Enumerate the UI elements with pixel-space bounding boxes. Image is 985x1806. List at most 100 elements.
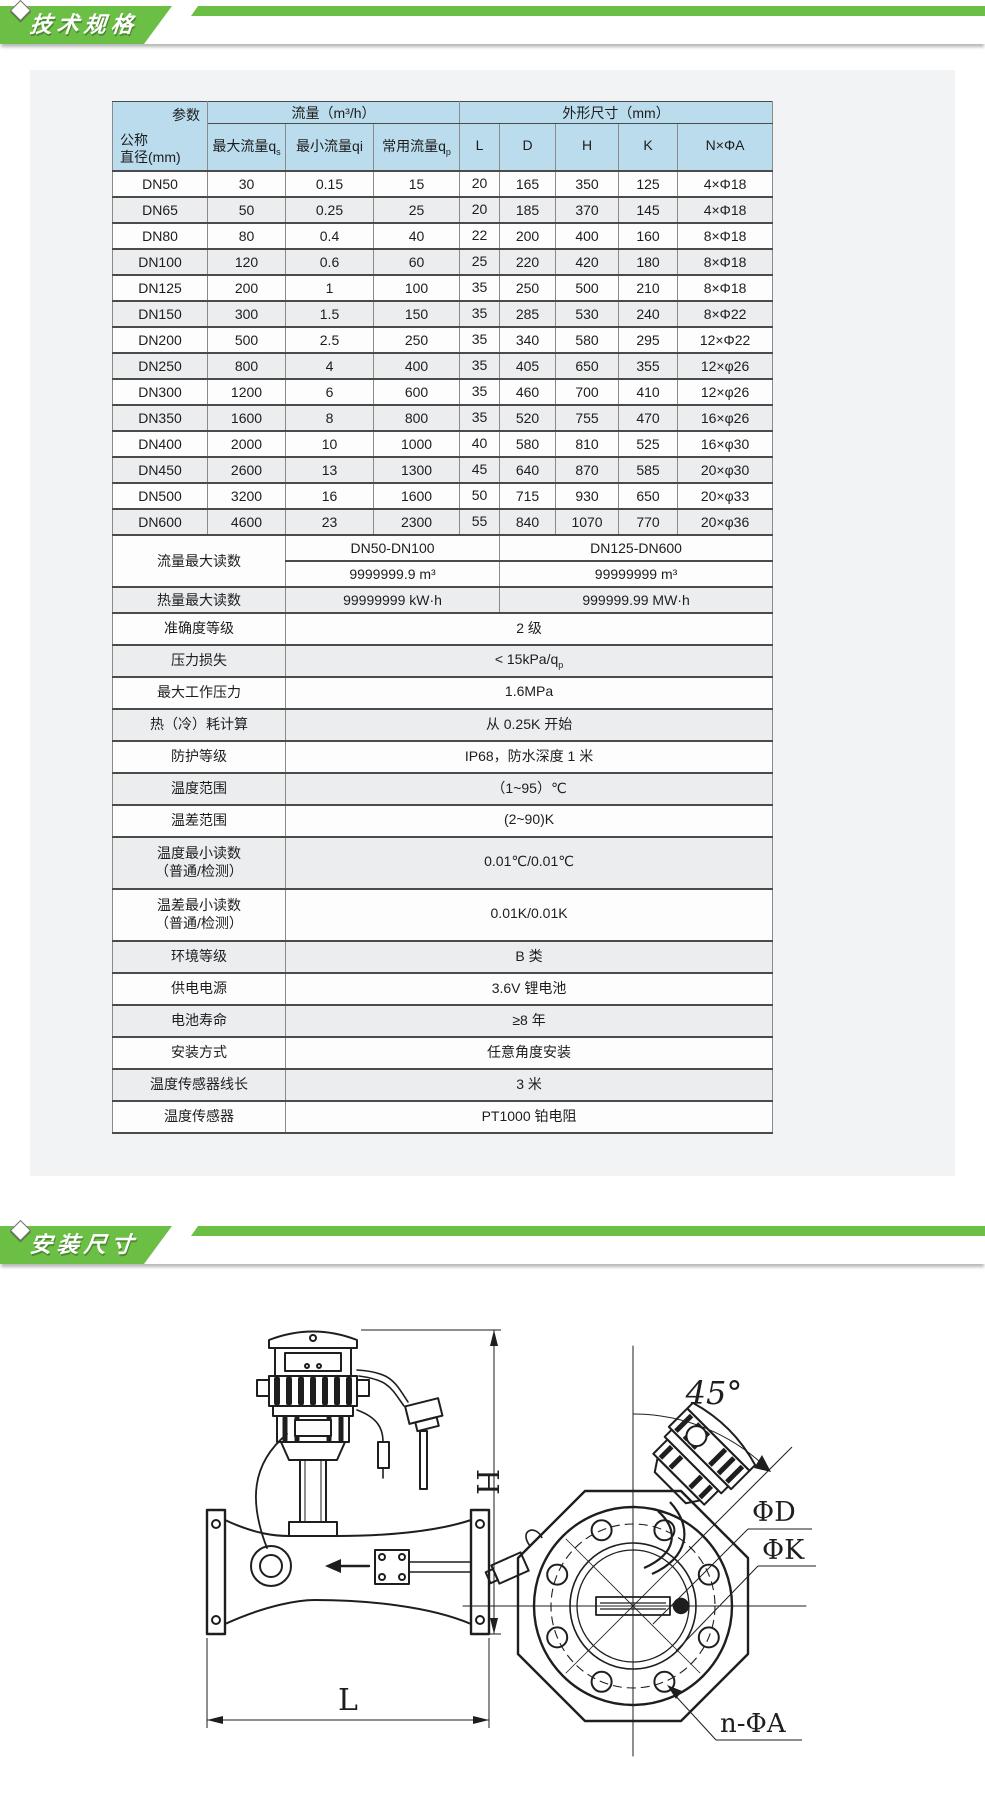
column-header: H <box>555 123 620 171</box>
spec-row: 防护等级 IP68，防水深度 1 米 <box>112 739 774 774</box>
spec-label: 供电电源 <box>112 971 286 1006</box>
table-cell: 50 <box>207 195 286 224</box>
table-cell: 16 <box>285 481 374 510</box>
table-cell: 8×Φ22 <box>677 299 774 328</box>
spec-value: 2 级 <box>284 611 774 646</box>
table-cell: 4×Φ18 <box>677 195 774 224</box>
spec-table: 参数 公称 直径(mm) 流量（m³/h） 外形尺寸（mm） 最大流量qs 最小流量qi 常用… <box>112 101 774 1134</box>
spec-value: 1.6MPa <box>284 675 774 710</box>
table-cell: 0.25 <box>285 195 374 224</box>
banner-green-strip <box>191 1226 985 1236</box>
table-cell: 6 <box>285 377 374 406</box>
dimension-label-l: L <box>338 1683 358 1718</box>
corner-label-param: 参数 <box>172 107 200 123</box>
table-cell: 35 <box>459 273 501 302</box>
label-n-phi-a: n-ΦA <box>720 1709 787 1739</box>
table-cell: 120 <box>207 247 286 276</box>
table-cell: 250 <box>372 325 461 354</box>
table-cell: 770 <box>618 507 679 536</box>
table-cell: 50 <box>459 481 501 510</box>
spec-label: 安装方式 <box>112 1035 286 1070</box>
spec-row: 最大工作压力 1.6MPa <box>112 675 774 710</box>
table-cell: 16×φ26 <box>677 403 774 432</box>
table-cell: DN250 <box>112 351 208 380</box>
table-cell: 525 <box>618 429 679 458</box>
table-cell: 1600 <box>372 481 461 510</box>
table-cell: 4600 <box>207 507 286 536</box>
row-label: 流量最大读数 <box>112 533 286 588</box>
table-cell: 185 <box>499 195 557 224</box>
spec-label: 温度传感器 <box>112 1099 286 1134</box>
table-cell: 1600 <box>207 403 286 432</box>
range-cell: DN50-DN100 <box>284 533 501 562</box>
spec-table-body: DN50 30 0.15 15 20 165 350 125 4×Φ18 DN65 50 0.25 25… <box>112 169 774 1134</box>
spec-value: 从 0.25K 开始 <box>284 707 774 742</box>
column-header: N×ΦA <box>677 123 774 171</box>
table-row: DN600 4600 23 2300 55 840 1070 770 20×φ36 <box>112 507 774 536</box>
spec-row: 压力损失 < 15kPa/qp <box>112 643 774 678</box>
spec-value: ≥8 年 <box>284 1003 774 1038</box>
spec-value: (2~90)K <box>284 803 774 838</box>
label-phi-d: ΦD <box>752 1497 796 1528</box>
table-row: DN80 80 0.4 40 22 200 400 160 8×Φ18 <box>112 221 774 250</box>
corner-cell: 参数 公称 直径(mm) <box>112 101 208 171</box>
table-row: DN50 30 0.15 15 20 165 350 125 4×Φ18 <box>112 169 774 198</box>
value-cell: 99999999 m³ <box>499 559 774 588</box>
table-cell: 840 <box>499 507 557 536</box>
spec-label: 准确度等级 <box>112 611 286 646</box>
table-cell: 2.5 <box>285 325 374 354</box>
table-cell: 35 <box>459 299 501 328</box>
table-row: DN500 3200 16 1600 50 715 930 650 20×φ33 <box>112 481 774 510</box>
spec-row: 热（冷）耗计算从 0.25K 开始 <box>112 707 774 742</box>
table-cell: 4 <box>285 351 374 380</box>
table-cell: 0.15 <box>285 169 374 198</box>
table-cell: DN200 <box>112 325 208 354</box>
section-title-install-dims: 安装尺寸 <box>28 1232 140 1257</box>
table-cell: 13 <box>285 455 374 484</box>
table-cell: 1070 <box>555 507 620 536</box>
spec-row: 准确度等级 2 级 <box>112 611 774 646</box>
table-row: DN150 300 1.5 150 35 285 530 240 8×Φ22 <box>112 299 774 328</box>
table-cell: 405 <box>499 351 557 380</box>
table-cell: 100 <box>372 273 461 302</box>
spec-value: 任意角度安装 <box>284 1035 774 1070</box>
table-cell: 45 <box>459 455 501 484</box>
table-cell: 520 <box>499 403 557 432</box>
dimension-label-h: H <box>469 1469 504 1495</box>
table-cell: 55 <box>459 507 501 536</box>
column-header: 最大流量qs <box>207 123 286 171</box>
group-header-flow: 流量（m³/h） <box>206 101 461 124</box>
table-cell: 2300 <box>372 507 461 536</box>
table-row: DN350 1600 8 800 35 520 755 470 16×φ26 <box>112 403 774 432</box>
table-row: DN200 500 2.5 250 35 340 580 295 12×Φ22 <box>112 325 774 354</box>
table-cell: 295 <box>618 325 679 354</box>
table-cell: DN100 <box>112 247 208 276</box>
table-cell: 1200 <box>207 377 286 406</box>
spec-row: 温度传感器线长 3 米 <box>112 1067 774 1102</box>
table-cell: 400 <box>372 351 461 380</box>
column-header: D <box>499 123 557 171</box>
column-header: L <box>459 123 501 171</box>
spec-label: 温差最小读数 （普通/检测） <box>112 887 286 942</box>
table-cell: DN50 <box>112 169 208 198</box>
table-cell: 35 <box>459 377 501 406</box>
value-cell: 9999999.9 m³ <box>284 559 501 588</box>
table-cell: 640 <box>499 455 557 484</box>
table-cell: 16×φ30 <box>677 429 774 458</box>
spec-value: 3 米 <box>284 1067 774 1102</box>
table-cell: 210 <box>618 273 679 302</box>
table-cell: 580 <box>555 325 620 354</box>
section-title-tech-specs: 技术规格 <box>28 12 140 37</box>
table-cell: 585 <box>618 455 679 484</box>
flow-max-reading-row: 流量最大读数 DN50-DN100 DN125-DN600 <box>112 533 774 588</box>
table-cell: 12×φ26 <box>677 351 774 380</box>
spec-row: 安装方式 任意角度安装 <box>112 1035 774 1070</box>
value-cell: 99999999 kW·h <box>284 585 501 614</box>
table-row: DN250 800 4 400 35 405 650 355 12×φ26 <box>112 351 774 380</box>
table-subheader-row: 最大流量qs 最小流量qi 常用流量qp L D H K N×ΦA <box>113 123 774 171</box>
table-header-row: 参数 公称 直径(mm) 流量（m³/h） 外形尺寸（mm） <box>112 101 774 171</box>
table-cell: 40 <box>459 429 501 458</box>
table-cell: 10 <box>285 429 374 458</box>
table-cell: 8×Φ18 <box>677 273 774 302</box>
table-cell: 800 <box>372 403 461 432</box>
